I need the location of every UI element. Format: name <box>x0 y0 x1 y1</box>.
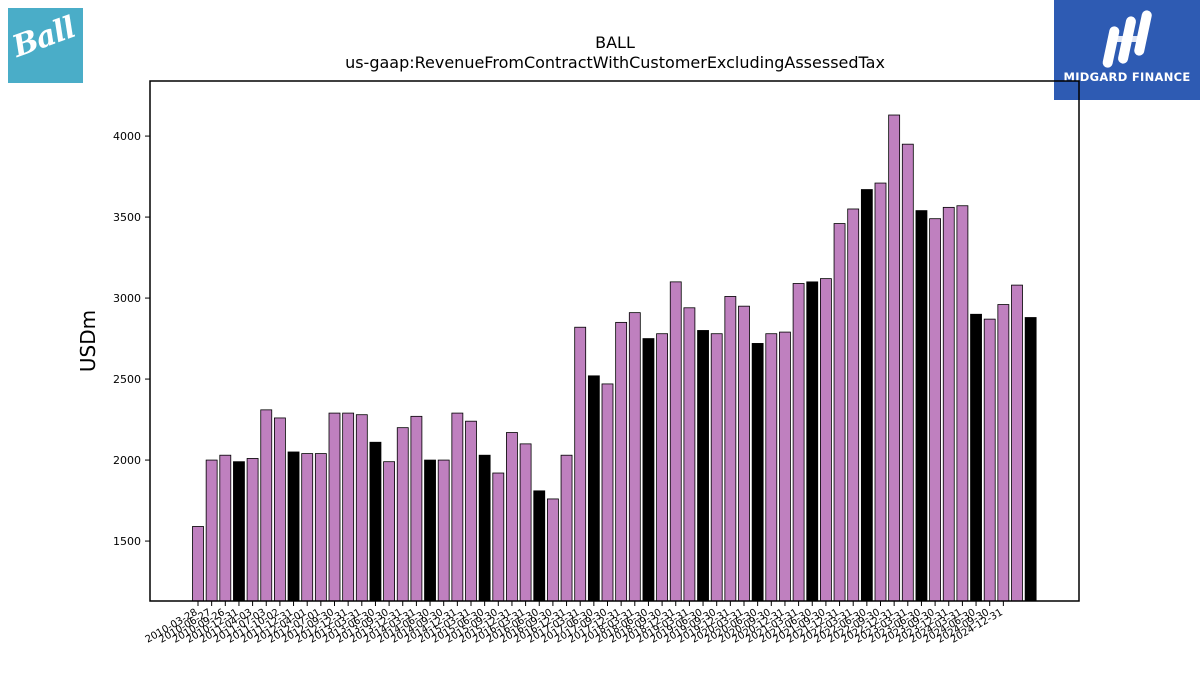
bar-2017-06-30 <box>587 375 600 602</box>
bar-2020-03-31 <box>738 305 750 602</box>
bar-2020-06-30 <box>751 343 764 602</box>
bar-undefined <box>1011 284 1023 602</box>
bar-2016-06-30 <box>533 490 546 602</box>
bar-2021-09-30 <box>820 278 832 602</box>
bar-2015-03-31 <box>465 420 477 602</box>
bar-2010-03-28 <box>192 526 204 602</box>
bar-undefined <box>1024 317 1037 602</box>
bar-2010-12-31 <box>233 461 245 602</box>
chart-subtitle: us-gaap:RevenueFromContractWithCustomerE… <box>345 53 885 72</box>
bar-2019-06-30 <box>697 330 709 602</box>
bar-2013-06-30 <box>369 441 382 602</box>
bar-2017-09-30 <box>601 383 614 602</box>
bar-2018-09-30 <box>656 333 668 602</box>
bar-2016-12-31 <box>560 454 573 602</box>
y-tick-label: 2500 <box>113 373 141 386</box>
bar-2020-09-30 <box>765 333 778 602</box>
bars-group <box>192 114 1037 602</box>
bar-2015-12-31 <box>506 432 518 602</box>
bar-2010-09-26 <box>219 454 232 602</box>
bar-2023-03-31 <box>901 143 914 602</box>
bar-2011-04-03 <box>246 458 259 602</box>
bar-2013-12-31 <box>396 427 409 602</box>
bar-2014-03-31 <box>410 415 423 602</box>
bar-2011-10-02 <box>273 417 286 602</box>
bar-2023-09-30 <box>929 218 941 602</box>
bar-2021-12-31 <box>833 223 846 602</box>
x-axis-ticks: 2010-03-282010-06-272010-09-262010-12-31… <box>144 601 1005 646</box>
bar-2016-09-30 <box>547 498 559 602</box>
bar-2022-12-31 <box>888 114 901 602</box>
bar-2021-03-31 <box>792 283 805 602</box>
bar-2010-06-27 <box>205 459 218 602</box>
bar-2015-09-30 <box>492 472 505 602</box>
bar-2015-06-30 <box>478 454 491 602</box>
bar-2013-09-30 <box>383 461 396 602</box>
bar-2014-12-31 <box>451 412 464 602</box>
bar-2022-03-31 <box>847 208 860 602</box>
y-axis-ticks: 1500 2000 2500 3000 3500 4000 <box>113 130 150 548</box>
y-tick-label: 3000 <box>113 292 141 305</box>
midgard-logo-icon <box>1102 10 1152 68</box>
y-tick-label: 3500 <box>113 211 141 224</box>
y-tick-label: 2000 <box>113 454 141 467</box>
bar-2024-03-31 <box>956 205 969 602</box>
bar-2019-09-30 <box>710 333 723 602</box>
bar-2020-12-31 <box>779 331 791 602</box>
bar-2024-09-30 <box>983 318 996 602</box>
chart-title: BALL <box>595 33 635 52</box>
bar-2017-03-31 <box>574 326 587 602</box>
bar-2013-03-31 <box>355 414 368 602</box>
bar-2024-06-30 <box>970 313 982 602</box>
y-tick-label: 4000 <box>113 130 141 143</box>
bar-2019-12-31 <box>724 296 737 602</box>
bar-2021-06-30 <box>806 281 819 602</box>
bar-2024-12-31 <box>997 304 1010 602</box>
midgard-logo-text: MIDGARD FINANCE <box>1063 70 1191 84</box>
bar-2011-07-03 <box>260 409 273 602</box>
bar-2018-12-31 <box>669 281 682 602</box>
bar-2014-09-30 <box>437 459 450 602</box>
bar-2012-09-30 <box>328 412 341 602</box>
bar-2014-06-30 <box>424 459 436 602</box>
ball-logo: Ball <box>8 8 83 83</box>
bar-2019-03-31 <box>683 307 696 602</box>
bar-2011-12-31 <box>287 451 300 602</box>
bar-2016-03-31 <box>519 443 532 602</box>
y-tick-label: 1500 <box>113 535 141 548</box>
bar-2018-06-30 <box>642 338 655 602</box>
bar-2022-06-30 <box>860 189 873 602</box>
bar-2012-12-31 <box>342 412 355 602</box>
bar-2022-09-30 <box>874 182 887 602</box>
plot-frame <box>149 80 1080 602</box>
bar-2017-12-31 <box>615 321 628 602</box>
bar-2012-04-01 <box>301 453 314 602</box>
bar-2012-07-01 <box>314 453 327 602</box>
bar-2023-12-31 <box>942 206 955 602</box>
bar-2023-06-30 <box>915 210 928 602</box>
bar-2018-03-31 <box>628 312 641 602</box>
y-axis-label: USDm <box>76 310 100 372</box>
